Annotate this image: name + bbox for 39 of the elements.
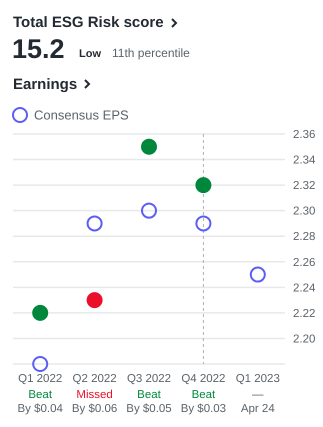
point [86, 292, 103, 308]
text: Missed [76, 389, 113, 401]
x-tick-label: Q2 2022 [72, 373, 117, 385]
text: Apr 24 [240, 403, 276, 415]
point [32, 356, 48, 372]
text: By $0.05 [126, 403, 172, 415]
text: Beat [137, 389, 162, 401]
point [141, 138, 157, 155]
y-tick-label: 2.20 [293, 333, 316, 346]
point [86, 215, 103, 232]
text: Total ESG Risk score [13, 14, 164, 31]
y-tick-label: 2.26 [293, 256, 316, 269]
point [195, 215, 212, 232]
text: By $0.06 [72, 403, 118, 415]
y-tick-label: 2.34 [293, 154, 316, 167]
text: — [252, 389, 264, 401]
x-tick-label: Q1 2022 [18, 373, 62, 385]
y-tick-label: 2.30 [293, 206, 316, 218]
point [195, 177, 212, 194]
y-tick-label: 2.22 [293, 308, 316, 320]
text: Low [79, 48, 102, 60]
chart-title: Earnings [13, 76, 78, 93]
x-tick-label: Q4 2022 [181, 373, 226, 385]
y-tick-label: 2.24 [293, 282, 316, 294]
text: By $0.03 [180, 403, 226, 415]
legend-label: Consensus EPS [34, 108, 129, 122]
text: 11th percentile [112, 46, 190, 60]
point [32, 304, 48, 321]
text: Beat [28, 389, 53, 401]
x-tick-label: Q1 2023 [236, 373, 280, 385]
text: By $0.04 [17, 403, 64, 415]
y-tick-label: 2.32 [293, 180, 316, 192]
text: Beat [192, 389, 216, 401]
point [250, 266, 266, 283]
point [141, 202, 157, 219]
text: 15.2 [12, 34, 65, 64]
y-tick-label: 2.28 [293, 231, 316, 244]
y-tick-label: 2.36 [293, 129, 316, 141]
x-tick-label: Q3 2022 [126, 373, 172, 385]
